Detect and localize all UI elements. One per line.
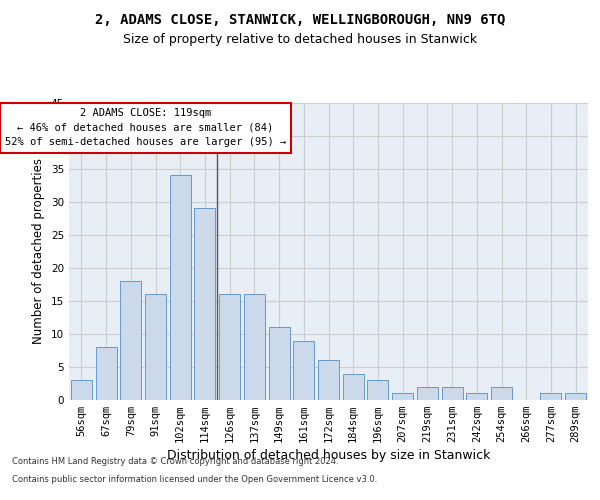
Text: 2, ADAMS CLOSE, STANWICK, WELLINGBOROUGH, NN9 6TQ: 2, ADAMS CLOSE, STANWICK, WELLINGBOROUGH… [95, 12, 505, 26]
X-axis label: Distribution of detached houses by size in Stanwick: Distribution of detached houses by size … [167, 450, 490, 462]
Bar [491, 387, 512, 400]
Bar [95, 347, 116, 400]
Bar [244, 294, 265, 400]
Bar [269, 328, 290, 400]
Bar [541, 394, 562, 400]
Bar [219, 294, 240, 400]
Bar [318, 360, 339, 400]
Bar [442, 387, 463, 400]
Bar [293, 340, 314, 400]
Text: Size of property relative to detached houses in Stanwick: Size of property relative to detached ho… [123, 32, 477, 46]
Bar [466, 394, 487, 400]
Text: Contains HM Land Registry data © Crown copyright and database right 2024.: Contains HM Land Registry data © Crown c… [12, 458, 338, 466]
Bar [392, 394, 413, 400]
Bar [170, 175, 191, 400]
Bar [417, 387, 438, 400]
Y-axis label: Number of detached properties: Number of detached properties [32, 158, 46, 344]
Bar [367, 380, 388, 400]
Bar [194, 208, 215, 400]
Bar [120, 281, 141, 400]
Bar [71, 380, 92, 400]
Bar [145, 294, 166, 400]
Text: Contains public sector information licensed under the Open Government Licence v3: Contains public sector information licen… [12, 475, 377, 484]
Bar [343, 374, 364, 400]
Bar [565, 394, 586, 400]
Text: 2 ADAMS CLOSE: 119sqm
← 46% of detached houses are smaller (84)
52% of semi-deta: 2 ADAMS CLOSE: 119sqm ← 46% of detached … [5, 108, 286, 148]
